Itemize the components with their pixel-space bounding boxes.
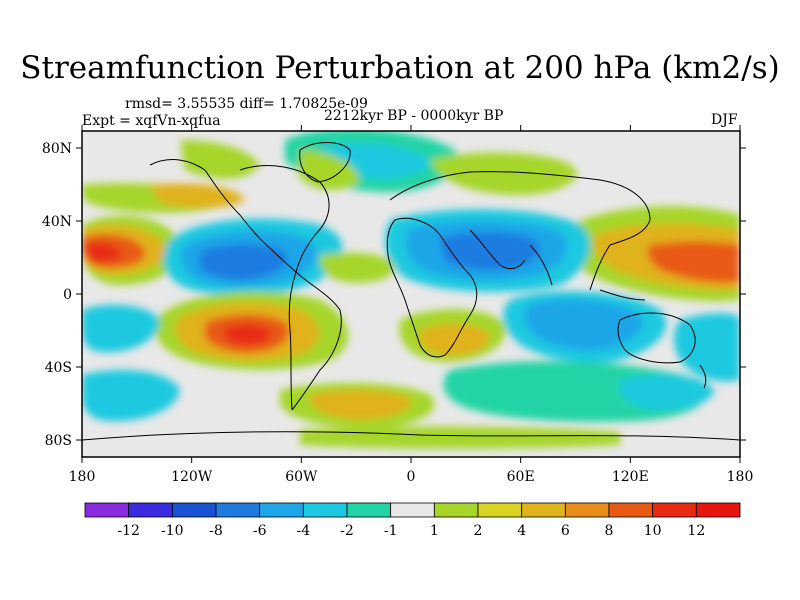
coastline-antarctica <box>82 431 740 441</box>
colorbar-swatch <box>433 502 479 518</box>
lat-tick-label: 80N <box>42 141 72 157</box>
colorbar-swatch <box>652 502 697 518</box>
longitude-ticks: 180 120W 60W 0 60E 120E 180 <box>69 125 754 485</box>
contour-pos-antarctic <box>300 426 620 449</box>
plot-title: Streamfunction Perturbation at 200 hPa (… <box>20 50 780 86</box>
colorbar-swatch <box>302 502 348 518</box>
contour-pos-samerica-12 <box>224 324 272 346</box>
contour-pos-npac-belt-inner <box>150 183 245 208</box>
colorbar-label: -1 <box>384 523 398 539</box>
season-label: DJF <box>711 112 738 128</box>
period-label: 2212kyr BP - 0000kyr BP <box>324 108 504 124</box>
contour-neg-indian-4 <box>524 299 643 351</box>
colorbar-swatch <box>390 502 435 518</box>
colorbar-label: -4 <box>297 523 311 539</box>
colorbar-label: 10 <box>644 523 662 539</box>
contour-neg-spacific-east <box>674 313 740 382</box>
coastline-north-america-west <box>149 159 297 273</box>
lon-tick-label: 60W <box>285 469 318 485</box>
colorbar-swatch <box>171 502 217 518</box>
contour-pos-npacific-12 <box>85 242 122 263</box>
contour-fields <box>82 131 740 449</box>
lon-tick-label: 120W <box>171 469 213 485</box>
coastline-north-america-east <box>239 165 330 273</box>
coastline-southeast-asia <box>599 289 646 301</box>
contour-neg-south-east-inner <box>619 374 715 411</box>
colorbar-label: 2 <box>474 523 483 539</box>
contour-neg-spacific-2 <box>82 304 160 353</box>
coastline-australia <box>617 312 696 364</box>
colorbar-label: 12 <box>687 523 705 539</box>
lat-tick-label: 40S <box>45 360 72 376</box>
lon-tick-label: 180 <box>69 469 96 485</box>
coastline-south-america-west <box>288 271 297 411</box>
colorbar-swatch <box>84 502 130 518</box>
contour-pos-safrica-6 <box>418 323 490 356</box>
lat-tick-label: 0 <box>63 287 72 303</box>
colorbar-label: 6 <box>561 523 570 539</box>
colorbar-swatch <box>521 502 566 518</box>
stats-text: rmsd= 3.55535 diff= 1.70825e-09 <box>125 96 368 112</box>
colorbar-swatch <box>608 502 654 518</box>
lon-tick-label: 180 <box>727 469 754 485</box>
contour-pos-eurasia <box>430 152 577 195</box>
colorbar-swatch <box>215 502 261 518</box>
map-area <box>82 131 740 457</box>
colorbar-label: 1 <box>430 523 439 539</box>
coastline-new-zealand <box>699 364 707 389</box>
colorbar-label: -6 <box>253 523 267 539</box>
contour-pos-atlantic <box>319 252 395 283</box>
coastline-eurasia <box>389 171 651 291</box>
contour-neg-south-west <box>82 370 180 422</box>
lat-tick-label: 40N <box>42 214 72 230</box>
contour-pos-northamerica <box>180 140 260 179</box>
colorbar-label: 8 <box>605 523 614 539</box>
colorbar-swatch <box>477 502 523 518</box>
coastlines <box>82 142 740 441</box>
coastline-south-america-east <box>291 271 342 411</box>
colorbar: -12 -10 -8 -6 -4 -2 -1 1 2 4 6 8 10 12 <box>84 502 741 539</box>
contour-pos-wnpacific-10 <box>647 241 740 283</box>
colorbar-label: -10 <box>161 523 184 539</box>
lon-tick-label: 60E <box>507 469 535 485</box>
contour-neg-mexico-8 <box>200 244 287 280</box>
colorbar-swatch <box>128 502 173 518</box>
lon-tick-label: 120E <box>612 469 649 485</box>
colorbar-label: 4 <box>517 523 526 539</box>
coastline-greenland <box>299 142 351 183</box>
colorbar-label: -2 <box>340 523 354 539</box>
contour-pos-south-belt-inner <box>310 390 411 420</box>
latitude-ticks: 80N 40N 0 40S 80S <box>42 141 746 449</box>
coastline-india <box>529 244 553 286</box>
colorbar-swatch <box>259 502 304 518</box>
coastline-arabia <box>469 229 526 270</box>
coastline-africa <box>386 217 478 358</box>
colorbar-swatch <box>695 502 741 518</box>
colorbar-swatch <box>564 502 610 518</box>
contour-neg-mideast-8 <box>440 232 539 270</box>
lat-tick-label: 80S <box>45 433 72 449</box>
lon-tick-label: 0 <box>407 469 416 485</box>
colorbar-swatch <box>346 502 392 518</box>
colorbar-label: -12 <box>117 523 140 539</box>
colorbar-label: -8 <box>209 523 223 539</box>
experiment-label: Expt = xqfVn-xqfua <box>82 113 221 129</box>
